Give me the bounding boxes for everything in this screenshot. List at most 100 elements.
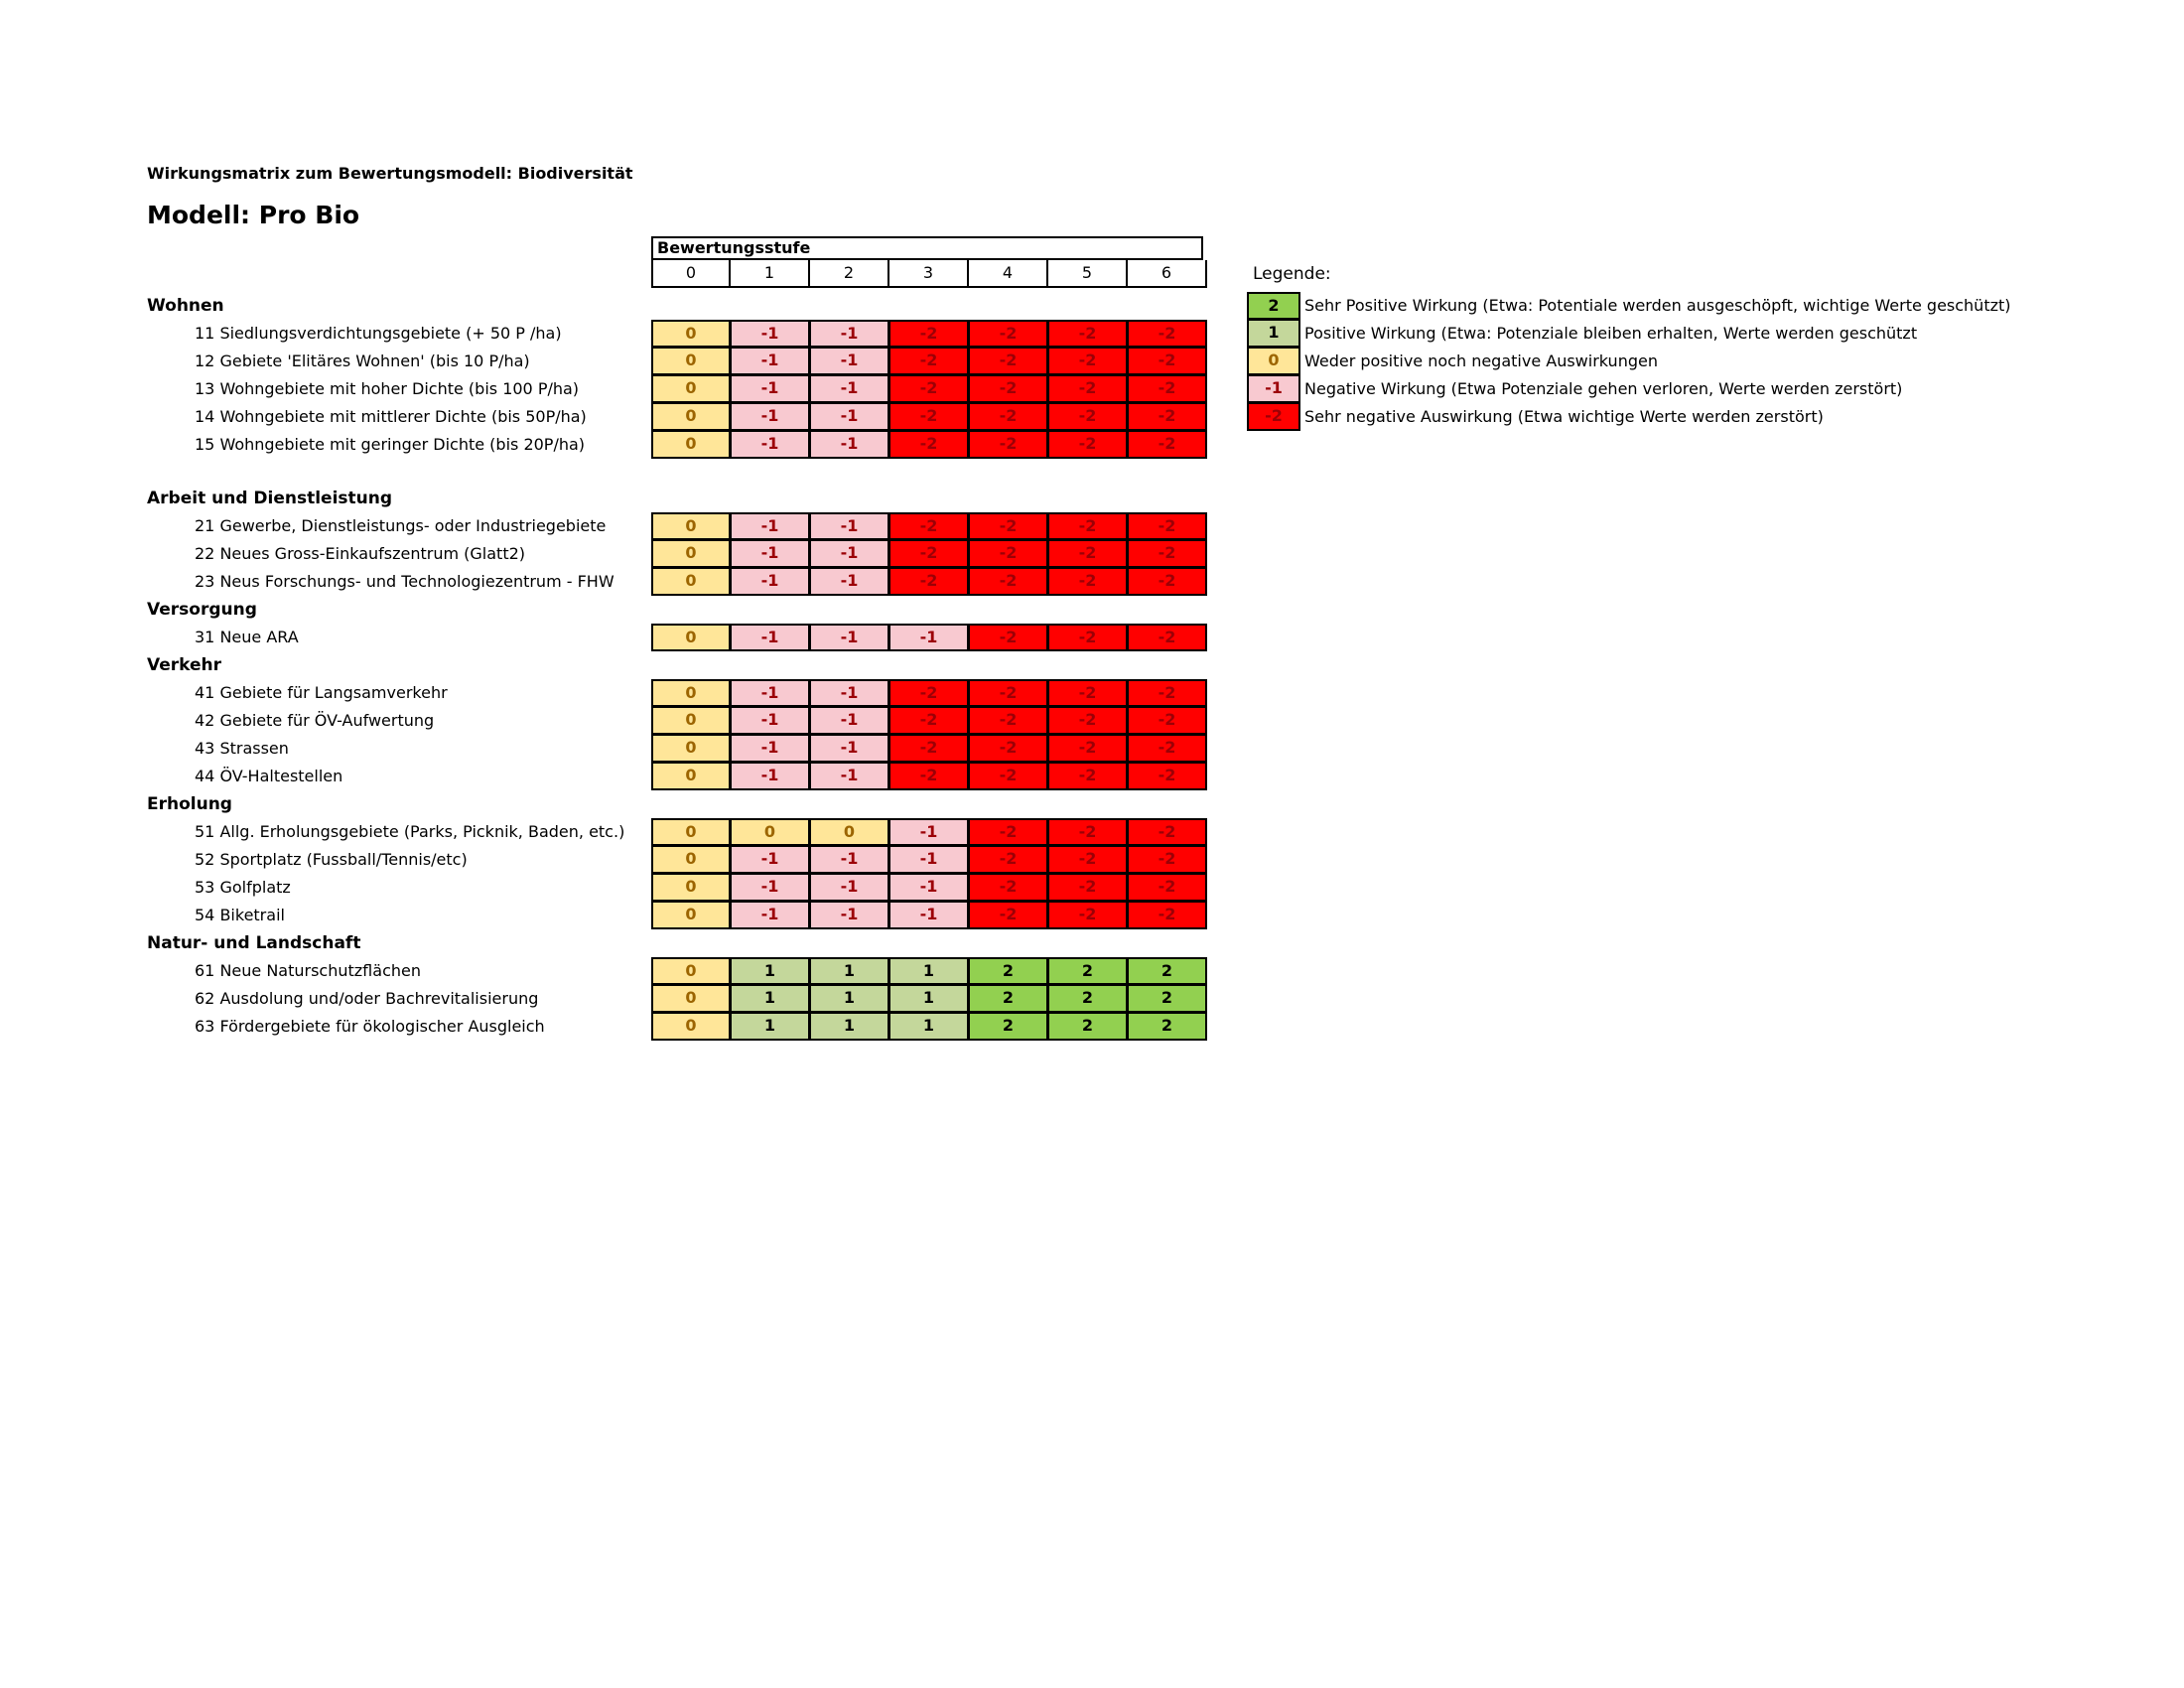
legend-text: Weder positive noch negative Auswirkunge… (1304, 352, 1658, 370)
matrix-cell: -2 (889, 540, 969, 568)
matrix-cell: -1 (731, 707, 810, 735)
matrix-cell: -2 (889, 568, 969, 596)
matrix-cell: -2 (1048, 624, 1128, 651)
row-label: 11 Siedlungsverdichtungsgebiete (+ 50 P … (195, 324, 562, 343)
matrix-cell: 2 (1128, 1013, 1207, 1041)
matrix-cell: -2 (969, 624, 1048, 651)
matrix-cell: -1 (731, 874, 810, 902)
matrix-cell: -2 (1128, 540, 1207, 568)
matrix-cell: 0 (651, 512, 731, 540)
document-title: Wirkungsmatrix zum Bewertungsmodell: Bio… (147, 164, 633, 183)
matrix-cell: -2 (969, 763, 1048, 790)
matrix-cell: -2 (1048, 679, 1128, 707)
matrix-cell: -2 (889, 375, 969, 403)
matrix-cell: 0 (651, 874, 731, 902)
row-label: 62 Ausdolung und/oder Bachrevitalisierun… (195, 989, 539, 1008)
matrix-cell: -2 (969, 679, 1048, 707)
matrix-cell: 1 (810, 1013, 889, 1041)
legend-swatch: 0 (1247, 348, 1300, 375)
matrix-cell: -2 (1048, 846, 1128, 874)
matrix-cell: -1 (810, 431, 889, 459)
matrix-cell: -2 (889, 763, 969, 790)
matrix-cell: 0 (651, 679, 731, 707)
matrix-cell: -2 (969, 512, 1048, 540)
matrix-cell: -2 (1128, 512, 1207, 540)
matrix-cell: -1 (731, 375, 810, 403)
row-label: 63 Fördergebiete für ökologischer Ausgle… (195, 1017, 545, 1036)
matrix-cell: -1 (810, 763, 889, 790)
matrix-cell: -1 (731, 735, 810, 763)
matrix-cell: -2 (1128, 874, 1207, 902)
matrix-cell: 1 (731, 985, 810, 1013)
row-label: 52 Sportplatz (Fussball/Tennis/etc) (195, 850, 468, 869)
bewertungsstufe-header: Bewertungsstufe (651, 236, 1203, 260)
matrix-cell: -2 (969, 375, 1048, 403)
matrix-cell: -2 (969, 320, 1048, 348)
matrix-cell: 0 (651, 957, 731, 985)
matrix-cell: -1 (810, 679, 889, 707)
legend-text: Negative Wirkung (Etwa Potenziale gehen … (1304, 379, 1903, 398)
matrix-cell: -2 (969, 735, 1048, 763)
matrix-cell: -1 (810, 512, 889, 540)
matrix-cell: -1 (731, 568, 810, 596)
matrix-cell: -2 (1048, 874, 1128, 902)
matrix-cell: -2 (1128, 568, 1207, 596)
matrix-cell: -1 (731, 348, 810, 375)
category-heading: Natur- und Landschaft (147, 933, 361, 953)
column-header-6: 6 (1128, 260, 1207, 288)
matrix-cell: -2 (1048, 512, 1128, 540)
matrix-cell: -2 (889, 679, 969, 707)
row-label: 53 Golfplatz (195, 878, 291, 897)
matrix-cell: 2 (969, 985, 1048, 1013)
model-title: Modell: Pro Bio (147, 201, 360, 229)
matrix-cell: -2 (969, 846, 1048, 874)
column-header-1: 1 (731, 260, 810, 288)
matrix-cell: 0 (651, 568, 731, 596)
category-heading: Wohnen (147, 296, 224, 316)
matrix-cell: -2 (969, 431, 1048, 459)
matrix-cell: -2 (1128, 902, 1207, 929)
matrix-cell: -2 (969, 540, 1048, 568)
matrix-cell: -1 (810, 902, 889, 929)
matrix-cell: -1 (731, 431, 810, 459)
legend-swatch: -1 (1247, 375, 1300, 403)
matrix-cell: -1 (810, 846, 889, 874)
row-label: 61 Neue Naturschutzflächen (195, 961, 421, 980)
matrix-cell: -2 (1048, 763, 1128, 790)
matrix-cell: -1 (810, 707, 889, 735)
matrix-cell: -2 (1048, 375, 1128, 403)
legend-swatch: 1 (1247, 320, 1300, 348)
matrix-cell: -2 (889, 707, 969, 735)
matrix-cell: -2 (889, 431, 969, 459)
matrix-cell: 0 (651, 540, 731, 568)
matrix-cell: -1 (810, 540, 889, 568)
matrix-cell: 2 (969, 1013, 1048, 1041)
matrix-cell: -2 (1048, 348, 1128, 375)
matrix-cell: 0 (651, 707, 731, 735)
category-heading: Erholung (147, 794, 232, 814)
column-header-2: 2 (810, 260, 889, 288)
legend-swatch: -2 (1247, 403, 1300, 431)
legend-title: Legende: (1253, 264, 1331, 284)
matrix-cell: 0 (651, 431, 731, 459)
matrix-cell: -2 (1048, 818, 1128, 846)
matrix-cell: 0 (731, 818, 810, 846)
category-heading: Verkehr (147, 655, 222, 675)
matrix-cell: -2 (969, 568, 1048, 596)
matrix-cell: -2 (1048, 403, 1128, 431)
matrix-cell: 1 (731, 957, 810, 985)
matrix-cell: 2 (1048, 957, 1128, 985)
matrix-cell: -2 (969, 818, 1048, 846)
matrix-cell: -1 (731, 540, 810, 568)
matrix-cell: 1 (810, 985, 889, 1013)
matrix-cell: -1 (731, 679, 810, 707)
row-label: 31 Neue ARA (195, 628, 299, 646)
matrix-cell: -2 (969, 707, 1048, 735)
matrix-cell: -2 (889, 512, 969, 540)
matrix-cell: 2 (969, 957, 1048, 985)
row-label: 44 ÖV-Haltestellen (195, 767, 343, 785)
row-label: 21 Gewerbe, Dienstleistungs- oder Indust… (195, 516, 607, 535)
matrix-cell: 0 (810, 818, 889, 846)
matrix-cell: -2 (1128, 707, 1207, 735)
matrix-cell: -2 (1128, 403, 1207, 431)
